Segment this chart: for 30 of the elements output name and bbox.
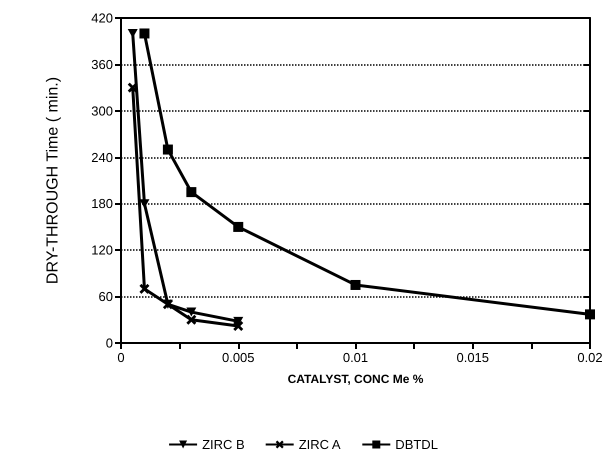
y-tick-label: 300 <box>91 103 113 118</box>
point <box>139 199 150 208</box>
point <box>585 309 595 320</box>
point <box>128 82 138 93</box>
legend-label: ZIRC B <box>202 437 245 452</box>
point <box>139 284 150 294</box>
y-tick-label: 0 <box>106 336 113 350</box>
x-tick-label: 0.02 <box>577 350 603 365</box>
y-tick-label: 120 <box>91 242 113 258</box>
point <box>162 144 173 155</box>
y-tick-label: 60 <box>98 289 113 304</box>
y-tick-label: 420 <box>91 10 113 26</box>
y-tick-label: 180 <box>91 196 113 212</box>
y-axis-title: DRY-THROUGH Time ( min.) <box>44 76 62 284</box>
x-axis-title: CATALYST, CONC Me % <box>288 372 424 386</box>
x-tick-label: 0.01 <box>342 350 368 365</box>
x-tick-label: 0.015 <box>456 350 490 365</box>
point <box>350 280 360 290</box>
point <box>186 314 196 325</box>
point <box>139 28 150 38</box>
y-tick-label: 360 <box>91 56 113 72</box>
x-tick-label: 0.005 <box>222 350 255 365</box>
y-tick-label: 240 <box>91 150 113 165</box>
legend-label: ZIRC A <box>298 437 341 452</box>
point <box>233 222 244 232</box>
x-tick-label: 0 <box>117 350 125 365</box>
point <box>233 320 244 331</box>
point <box>186 187 196 198</box>
point <box>186 308 196 317</box>
legend-label: DBTDL <box>395 437 438 452</box>
